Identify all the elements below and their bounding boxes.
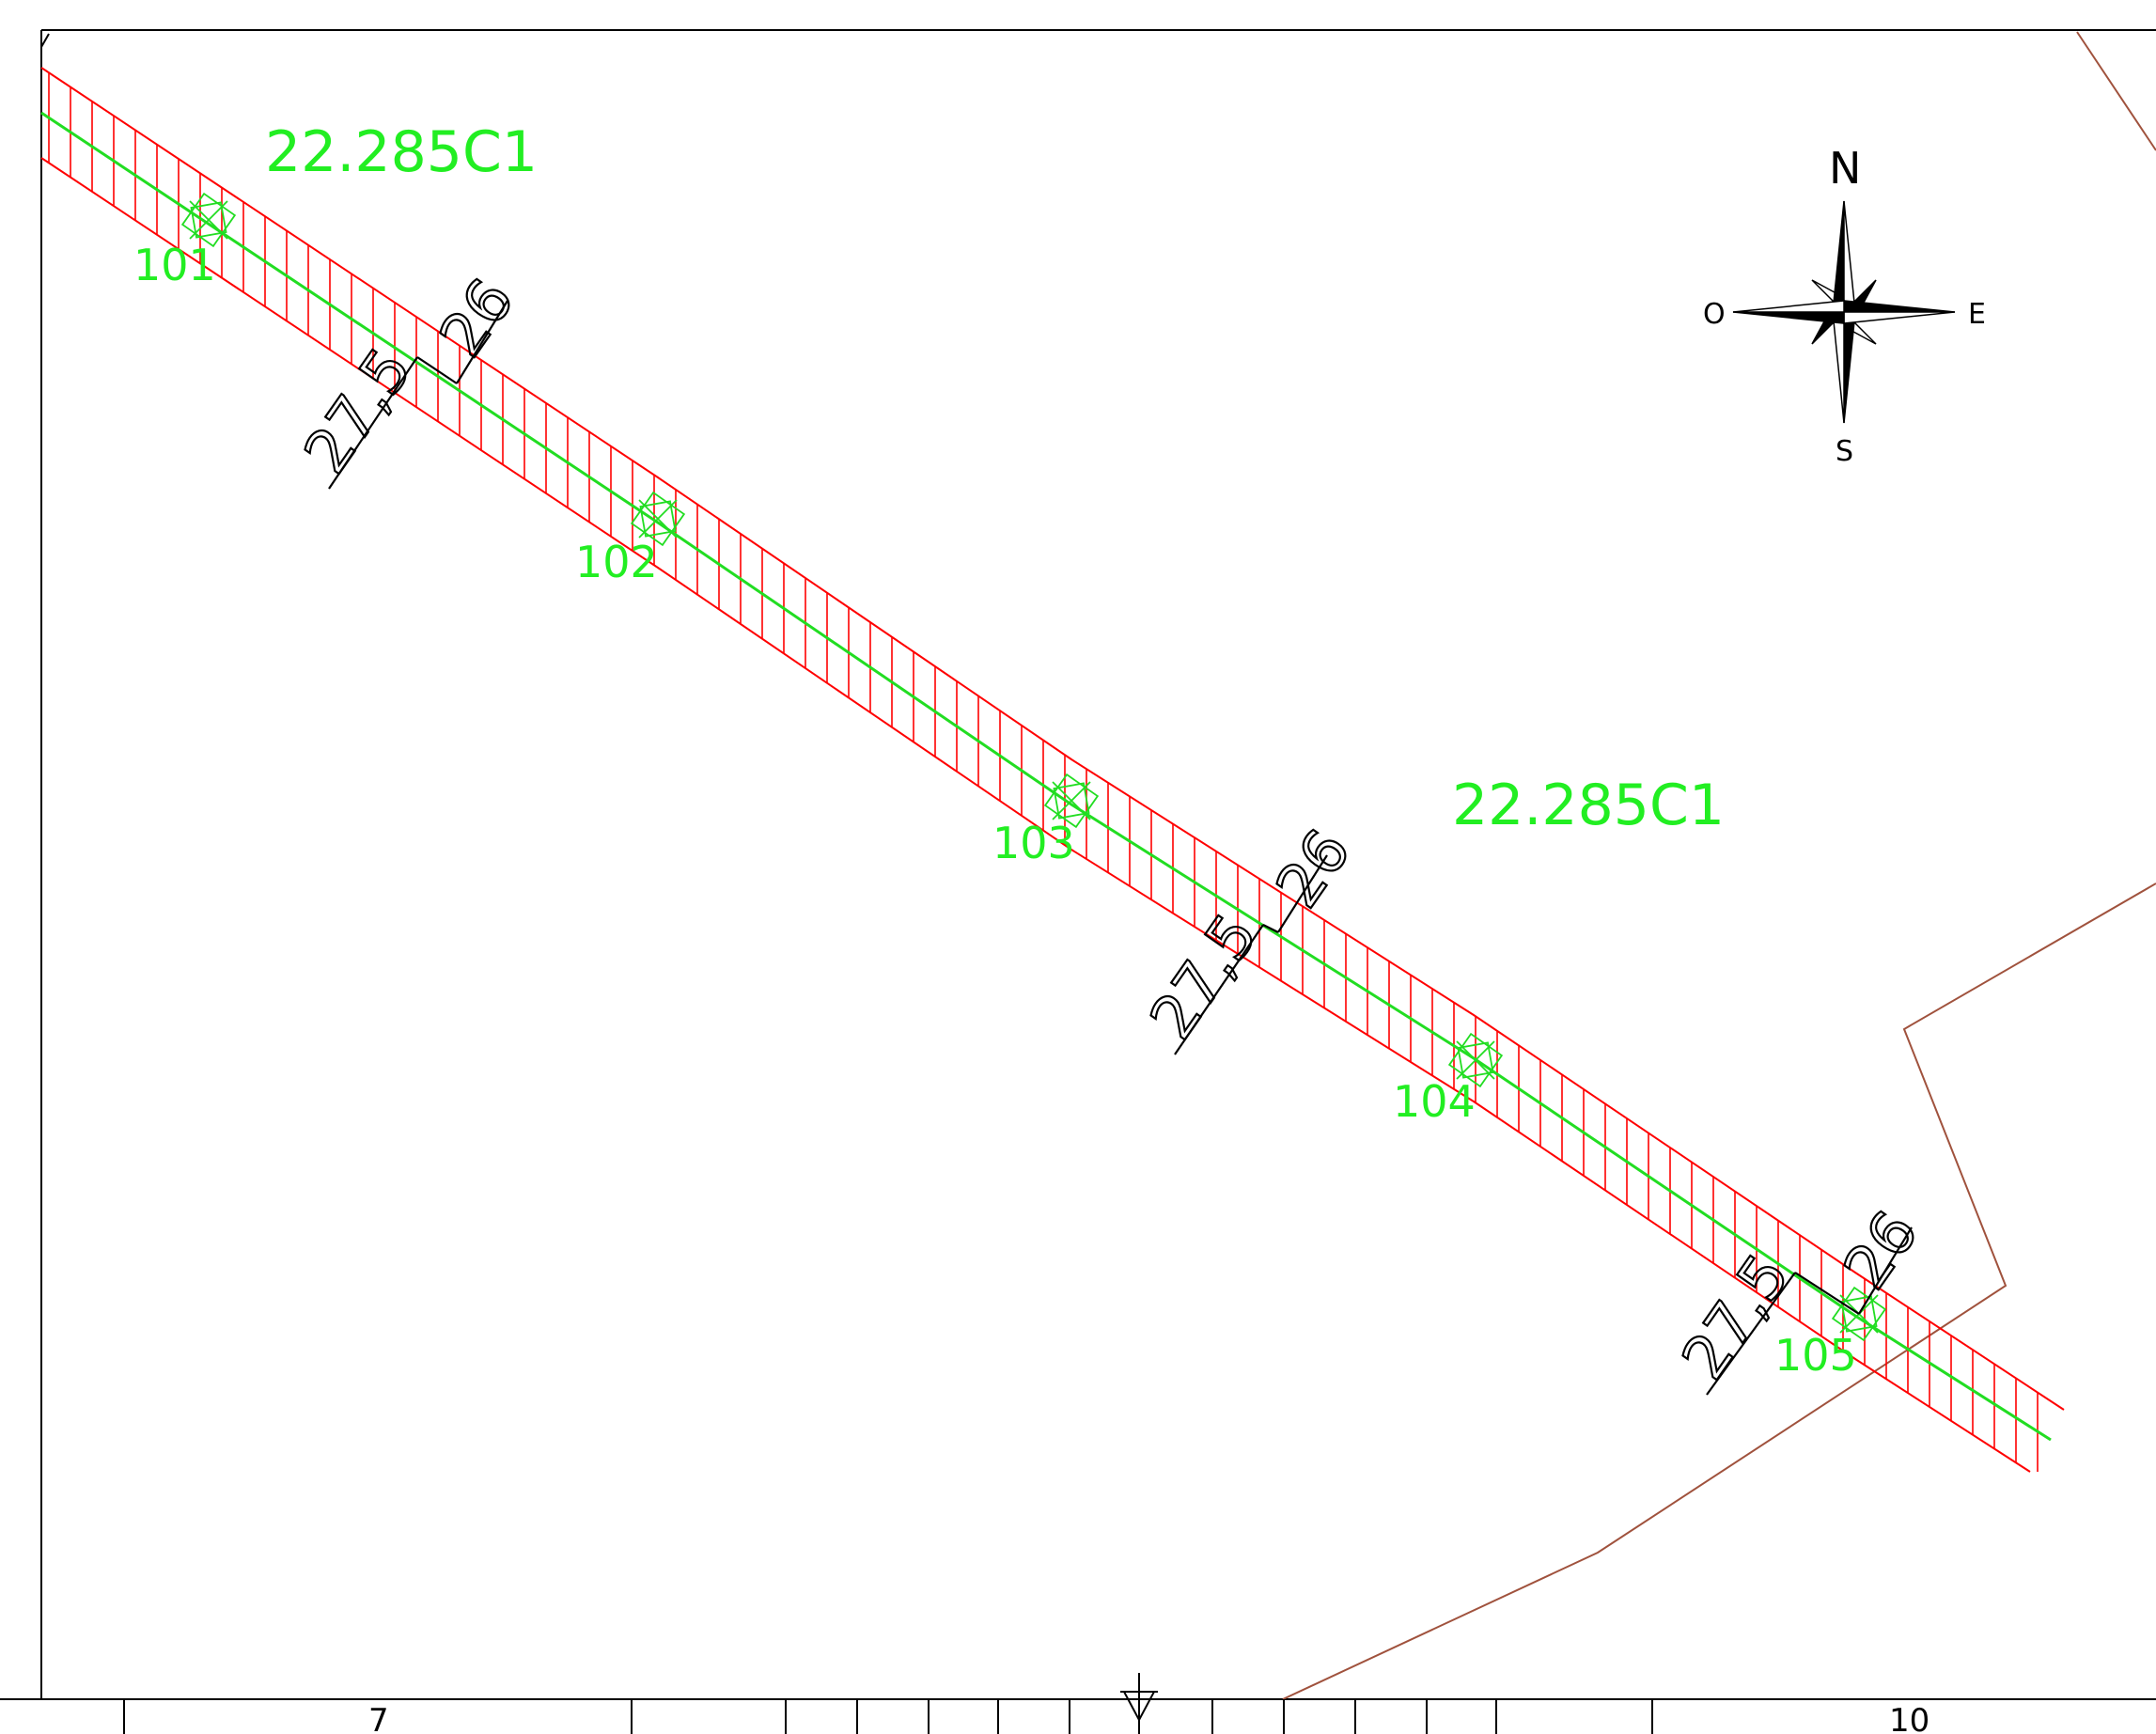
section-marker-symbol bbox=[1120, 1673, 1158, 1734]
parcel-label-upper: 22.285C1 bbox=[265, 119, 538, 185]
dimension-left-2: 27,5 bbox=[1137, 902, 1271, 1052]
ruler-label-10: 10 bbox=[1889, 1702, 1929, 1734]
compass-east-label: E bbox=[1968, 298, 1986, 331]
compass-south-arm bbox=[1844, 312, 1855, 423]
compass-east-arm-light bbox=[1844, 312, 1955, 323]
compass-north-arm bbox=[1833, 201, 1844, 312]
compass-south-label: S bbox=[1836, 435, 1853, 468]
compass-west-label: O bbox=[1703, 298, 1726, 331]
compass-south-arm-light bbox=[1833, 312, 1844, 423]
compass-west-arm bbox=[1733, 312, 1844, 323]
parcel-label-lower: 22.285C1 bbox=[1452, 773, 1725, 838]
strip-top-edge bbox=[41, 68, 2064, 1410]
dimension-right-1: 26 bbox=[427, 267, 527, 369]
point-label-104: 104 bbox=[1393, 1076, 1476, 1127]
compass-west-arm-light bbox=[1733, 301, 1844, 312]
point-label-105: 105 bbox=[1774, 1330, 1857, 1381]
ruler-label-7: 7 bbox=[368, 1702, 389, 1734]
parcel-boundary bbox=[1283, 32, 2156, 1699]
point-label-101: 101 bbox=[133, 240, 216, 290]
compass-rose: N S E O bbox=[1703, 143, 1986, 468]
point-label-103: 103 bbox=[992, 818, 1075, 868]
compass-east-arm bbox=[1844, 301, 1955, 312]
compass-north-label: N bbox=[1829, 143, 1861, 194]
drawing-frame bbox=[0, 30, 2156, 1699]
survey-marker-101 bbox=[182, 194, 235, 246]
dimension-right-2: 26 bbox=[1263, 818, 1364, 920]
dimension-left-1: 27,5 bbox=[291, 336, 425, 486]
bottom-ruler bbox=[124, 1699, 1652, 1734]
compass-north-arm-light bbox=[1844, 201, 1855, 312]
point-label-102: 102 bbox=[575, 537, 658, 587]
dimension-right-3: 26 bbox=[1831, 1199, 1931, 1302]
